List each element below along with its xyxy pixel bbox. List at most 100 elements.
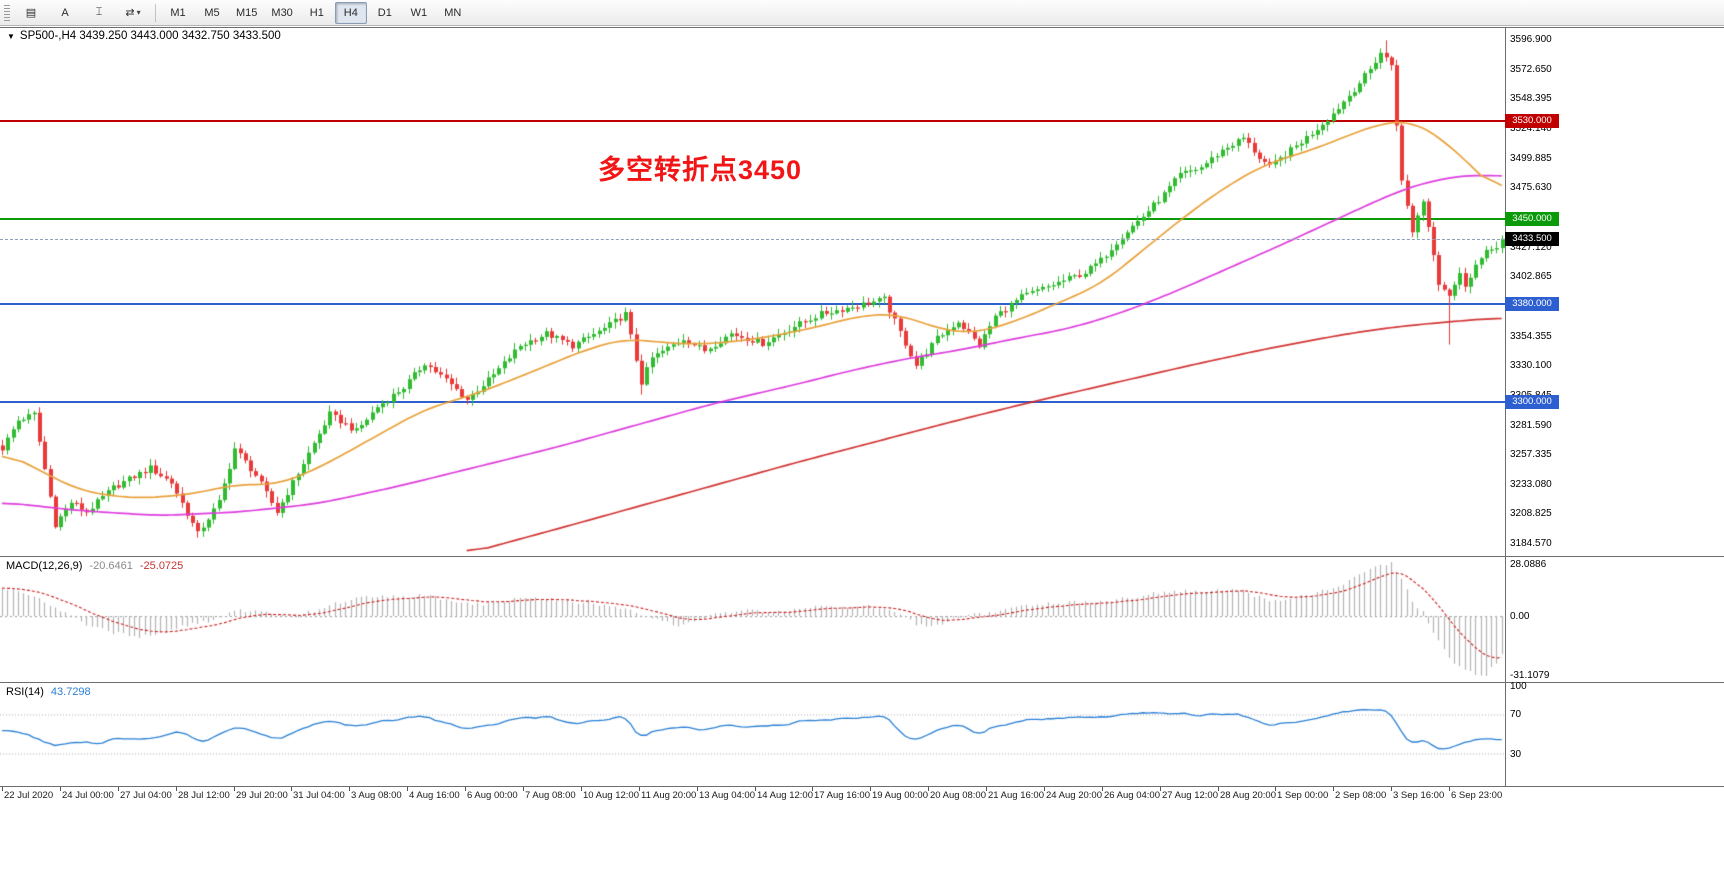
current-price-badge: 3433.500 bbox=[1505, 231, 1559, 246]
time-axis-tick bbox=[697, 787, 698, 791]
time-axis-tick bbox=[407, 787, 408, 791]
panel-separator[interactable] bbox=[0, 556, 1724, 557]
time-axis-label: 27 Aug 12:00 bbox=[1162, 790, 1218, 801]
text-tool-button-glyph: ⌶ bbox=[95, 6, 103, 18]
time-axis-tick bbox=[1391, 787, 1392, 791]
chart-grid-icon-button[interactable]: ▤ bbox=[15, 2, 47, 24]
annotation-tool-button[interactable]: A bbox=[49, 2, 81, 24]
macd-axis-label: -31.1079 bbox=[1510, 670, 1550, 682]
timeframe-m1-button[interactable]: M1 bbox=[170, 6, 186, 19]
collapse-triangle-icon[interactable]: ▼ bbox=[7, 31, 15, 41]
time-axis-tick bbox=[2, 787, 3, 791]
time-axis-tick bbox=[870, 787, 871, 791]
panel-separator[interactable] bbox=[0, 682, 1724, 683]
price-badge-3450.000: 3450.000 bbox=[1505, 211, 1559, 226]
time-axis-label: 27 Jul 04:00 bbox=[120, 790, 172, 801]
time-axis-label: 10 Aug 12:00 bbox=[583, 790, 639, 801]
rsi-panel-canvas[interactable] bbox=[0, 683, 1505, 785]
time-axis-tick bbox=[639, 787, 640, 791]
time-axis-tick bbox=[349, 787, 350, 791]
time-axis-tick bbox=[291, 787, 292, 791]
rsi-name: RSI(14) bbox=[6, 686, 44, 698]
toolbar: ▤ A ⌶ ⇄ ▾ M1 M5 M15 M30 H1 H4 D1 W1 MN bbox=[0, 0, 1724, 26]
tool-button-group: ▤ A ⌶ ⇄ ▾ bbox=[14, 0, 150, 25]
price-tick-label: 3330.100 bbox=[1510, 360, 1552, 372]
macd-panel-canvas[interactable] bbox=[0, 557, 1505, 681]
price-tick-label: 3451.375 bbox=[1510, 211, 1552, 223]
time-axis-label: 1 Sep 00:00 bbox=[1277, 790, 1329, 801]
time-axis-label: 6 Aug 00:00 bbox=[467, 790, 518, 801]
time-axis-tick bbox=[176, 787, 177, 791]
macd-axis-label: 0.00 bbox=[1510, 611, 1530, 623]
time-axis-label: 7 Aug 08:00 bbox=[525, 790, 576, 801]
time-axis-label: 26 Aug 04:00 bbox=[1104, 790, 1160, 801]
price-tick-label: 3548.395 bbox=[1510, 93, 1552, 105]
time-axis-tick bbox=[465, 787, 466, 791]
time-axis-tick bbox=[581, 787, 582, 791]
time-axis-tick bbox=[60, 787, 61, 791]
time-axis-tick bbox=[928, 787, 929, 791]
main-chart-canvas[interactable] bbox=[0, 28, 1505, 556]
timeframe-h4-button[interactable]: H4 bbox=[334, 1, 367, 24]
symbol-ohlc-label: SP500-,H4 3439.250 3443.000 3432.750 343… bbox=[19, 30, 281, 42]
price-tick-label: 3378.610 bbox=[1510, 300, 1552, 312]
time-axis-label: 2 Sep 08:00 bbox=[1335, 790, 1387, 801]
time-axis-label: 3 Aug 08:00 bbox=[351, 790, 402, 801]
price-badge-3530.000: 3530.000 bbox=[1505, 113, 1559, 128]
timeframe-m30-button[interactable]: M30 bbox=[271, 6, 293, 19]
time-axis-tick bbox=[118, 787, 119, 791]
time-axis-label: 28 Aug 20:00 bbox=[1220, 790, 1276, 801]
price-tick-label: 3499.885 bbox=[1510, 152, 1552, 164]
rsi-indicator-label: RSI(14) 43.7298 bbox=[6, 686, 91, 698]
text-tool-button[interactable]: ⌶ bbox=[83, 2, 115, 24]
price-tick-label: 3427.120 bbox=[1510, 241, 1552, 253]
time-axis-label: 14 Aug 12:00 bbox=[757, 790, 813, 801]
time-axis-tick bbox=[1333, 787, 1334, 791]
time-axis-tick bbox=[1102, 787, 1103, 791]
annotation-text: 多空转折点3450 bbox=[598, 155, 803, 185]
toolbar-separator bbox=[155, 3, 156, 22]
time-axis-label: 31 Jul 04:00 bbox=[293, 790, 345, 801]
price-tick-label: 3596.900 bbox=[1510, 34, 1552, 46]
macd-signal-value: -25.0725 bbox=[139, 560, 184, 572]
time-axis-label: 24 Aug 20:00 bbox=[1046, 790, 1102, 801]
time-axis-line bbox=[0, 786, 1724, 787]
timeframe-m15-button[interactable]: M15 bbox=[236, 6, 258, 19]
time-axis-tick bbox=[986, 787, 987, 791]
time-axis-tick bbox=[1218, 787, 1219, 791]
price-tick-label: 3208.825 bbox=[1510, 508, 1552, 520]
toolbar-grip[interactable] bbox=[4, 4, 10, 21]
macd-axis-label: 28.0886 bbox=[1510, 559, 1547, 570]
timeframe-button-group: M1 M5 M15 M30 H1 H4 D1 W1 MN bbox=[161, 0, 470, 25]
price-tick-label: 3257.335 bbox=[1510, 449, 1552, 461]
macd-name: MACD(12,26,9) bbox=[6, 560, 83, 572]
timeframe-mn-button[interactable]: MN bbox=[444, 6, 462, 19]
time-axis-label: 17 Aug 16:00 bbox=[814, 790, 870, 801]
time-axis-tick bbox=[523, 787, 524, 791]
price-tick-label: 3184.570 bbox=[1510, 538, 1552, 550]
timeframe-d1-button[interactable]: D1 bbox=[377, 6, 392, 19]
time-axis-tick bbox=[234, 787, 235, 791]
price-tick-label: 3305.845 bbox=[1510, 389, 1552, 401]
time-axis-tick bbox=[812, 787, 813, 791]
timeframe-h1-button[interactable]: H1 bbox=[309, 6, 324, 19]
price-tick-label: 3281.590 bbox=[1510, 419, 1552, 431]
dropdown-caret-icon: ▾ bbox=[136, 8, 141, 17]
time-axis-label: 13 Aug 04:00 bbox=[699, 790, 755, 801]
time-axis-label: 29 Jul 20:00 bbox=[236, 790, 288, 801]
price-badge-3380.000: 3380.000 bbox=[1505, 297, 1559, 312]
rsi-axis-label: 30 bbox=[1510, 748, 1522, 760]
time-axis-label: 3 Sep 16:00 bbox=[1393, 790, 1445, 801]
rsi-axis-label: 70 bbox=[1510, 709, 1522, 721]
price-tick-label: 3354.355 bbox=[1510, 330, 1552, 342]
annotation-tool-button-glyph: A bbox=[61, 6, 69, 19]
time-axis-tick bbox=[1449, 787, 1450, 791]
shapes-dropdown-button-glyph: ⇄ bbox=[125, 7, 135, 19]
shapes-dropdown-button[interactable]: ⇄ ▾ bbox=[117, 2, 149, 24]
time-axis-tick bbox=[755, 787, 756, 791]
rsi-value: 43.7298 bbox=[50, 686, 91, 698]
time-axis-label: 21 Aug 16:00 bbox=[988, 790, 1044, 801]
timeframe-m5-button[interactable]: M5 bbox=[204, 6, 220, 19]
time-axis-label: 6 Sep 23:00 bbox=[1451, 790, 1503, 801]
timeframe-w1-button[interactable]: W1 bbox=[410, 6, 428, 19]
